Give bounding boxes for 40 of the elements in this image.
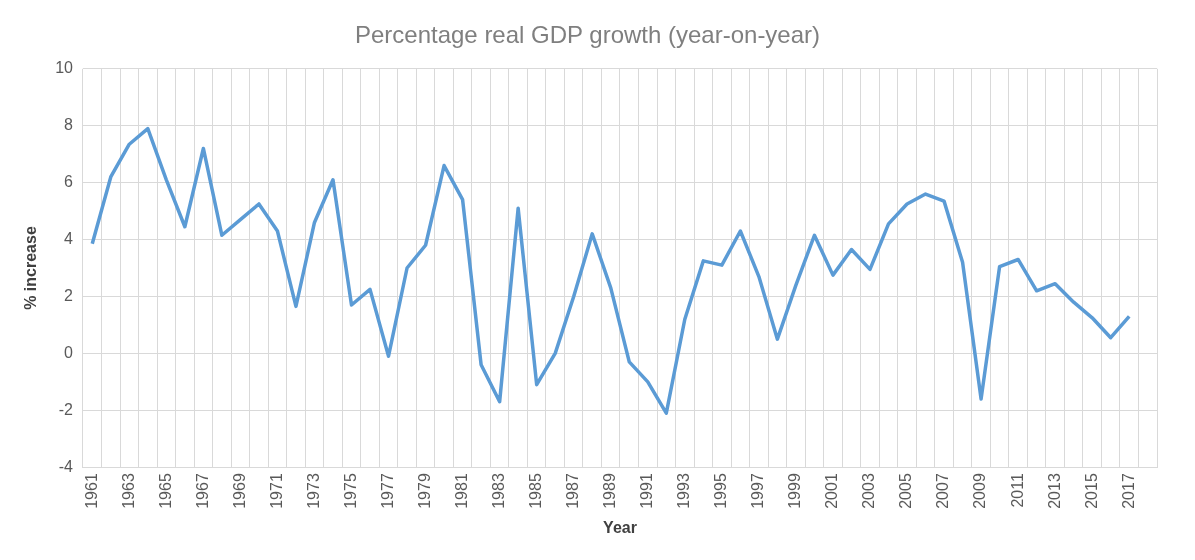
x-tick-label: 1993 (675, 473, 693, 509)
x-tick-label: 1979 (415, 473, 433, 509)
y-tick-label: 4 (64, 229, 74, 247)
x-tick-label: 1971 (267, 473, 285, 509)
x-axis-title: Year (603, 518, 637, 536)
y-tick-label: 10 (55, 59, 74, 77)
y-tick-label: 6 (64, 173, 74, 191)
y-tick-label: -4 (58, 457, 74, 475)
x-tick-label: 1991 (638, 473, 656, 509)
x-tick-label: 2009 (971, 473, 989, 509)
x-tick-label: 1983 (490, 473, 508, 509)
x-tick-label: 1965 (156, 473, 174, 509)
chart-title: Percentage real GDP growth (year-on-year) (354, 21, 821, 49)
x-tick-label: 1985 (527, 473, 545, 509)
x-tick-label: 1999 (786, 473, 804, 509)
y-tick-label: 2 (64, 286, 74, 304)
y-axis-title: % increase (22, 226, 40, 310)
x-tick-label: 2015 (1082, 473, 1100, 509)
x-tick-label: 2007 (934, 473, 952, 509)
y-tick-label: 0 (64, 343, 74, 361)
x-tick-label: 1975 (341, 473, 359, 509)
y-tick-label: -2 (58, 400, 74, 418)
x-tick-label: 2005 (897, 473, 915, 509)
x-tick-label: 1977 (378, 473, 396, 509)
x-tick-label: 2001 (823, 473, 841, 509)
x-tick-label: 1973 (304, 473, 322, 509)
x-tick-label: 2013 (1045, 473, 1063, 509)
x-tick-label: 1961 (82, 473, 100, 509)
x-tick-label: 2003 (860, 473, 878, 509)
x-tick-label: 1987 (564, 473, 582, 509)
x-tick-label: 2017 (1119, 473, 1137, 509)
x-tick-label: 1997 (749, 473, 767, 509)
y-tick-label: 8 (64, 116, 74, 134)
x-tick-label: 1981 (453, 473, 471, 509)
x-tick-label: 1989 (601, 473, 619, 509)
x-tick-label: 1995 (712, 473, 730, 509)
x-tick-label: 1969 (230, 473, 248, 509)
x-tick-label: 1963 (119, 473, 137, 509)
x-tick-label: 1967 (193, 473, 211, 509)
x-tick-label: 2011 (1008, 473, 1026, 508)
